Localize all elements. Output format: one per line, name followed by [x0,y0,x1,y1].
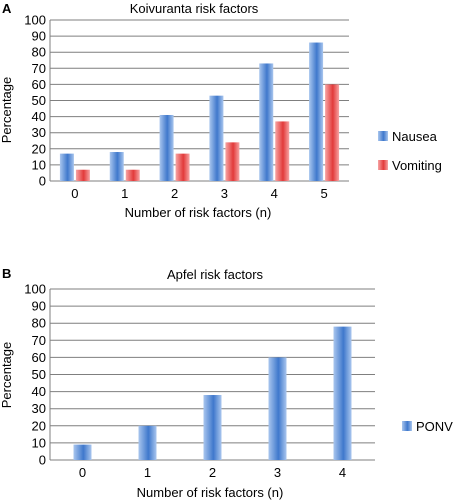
panel-a-x-axis-label: Number of risk factors (n) [125,205,272,220]
panel-a-y-tick-label: 40 [32,109,46,124]
panel-a-legend-swatch-vomiting [378,160,388,170]
panel-a-legend-label-vomiting: Vomiting [392,158,442,173]
panel-a-bar-vomiting-3 [225,142,240,181]
panel-a-y-tick-label: 0 [39,174,46,189]
panel-b-x-tick-label: 4 [339,465,346,480]
panel-b-bar-ponv-4 [333,326,352,460]
panel-a-legend-label-nausea: Nausea [392,129,438,144]
panel-b: B Apfel risk factors Percentage Number o… [0,266,453,500]
panel-a-bar-nausea-1 [109,152,124,181]
panel-a-bar-vomiting-5 [325,84,340,181]
panel-a-y-tick-label: 70 [32,61,46,76]
panel-b-y-tick-label: 100 [24,282,46,297]
panel-b-bar-ponv-1 [138,425,157,460]
panel-a-y-tick-label: 20 [32,141,46,156]
panel-a-bar-vomiting-4 [275,121,290,181]
panel-a-y-tick-label: 50 [32,93,46,108]
panel-a-x-tick-label: 2 [171,186,178,201]
panel-b-plot-area: 0 10 20 30 40 50 60 70 80 90 100 0 1 2 3 4 PONV [24,282,453,481]
panel-a-letter: A [2,1,12,16]
panel-a-bar-vomiting-0 [75,169,90,181]
panel-b-bar-ponv-2 [203,395,222,460]
panel-b-y-tick-label: 50 [32,367,46,382]
panel-b-y-tick-label: 80 [32,316,46,331]
panel-a-y-tick-label: 30 [32,125,46,140]
panel-a-x-tick-label: 5 [320,186,327,201]
panel-b-x-axis-label: Number of risk factors (n) [137,485,284,500]
panel-a-bar-nausea-4 [259,63,274,181]
panel-a-y-tick-label: 100 [24,13,46,28]
panel-a-bar-vomiting-1 [125,169,140,181]
panel-b-y-tick-label: 70 [32,333,46,348]
panel-b-y-tick-label: 90 [32,299,46,314]
panel-a-y-tick-label: 10 [32,157,46,172]
panel-b-legend-swatch-ponv [402,421,412,431]
panel-b-x-tick-label: 2 [209,465,216,480]
panel-b-letter: B [2,266,11,281]
panel-b-bar-ponv-0 [73,444,92,460]
panel-a-bar-nausea-5 [309,42,324,181]
panel-b-y-tick-label: 30 [32,401,46,416]
panel-b-y-tick-label: 0 [39,453,46,468]
panel-a-y-axis-label: Percentage [0,77,14,144]
panel-a-x-tick-label: 0 [71,186,78,201]
panel-b-bar-ponv-3 [268,357,287,460]
panel-a-bar-nausea-3 [209,95,224,181]
panel-b-y-tick-label: 10 [32,435,46,450]
panel-b-legend-label-ponv: PONV [416,419,453,434]
panel-a-legend-swatch-nausea [378,131,388,141]
panel-b-x-tick-label: 0 [79,465,86,480]
panel-b-title: Apfel risk factors [167,267,264,282]
panel-a-bar-nausea-0 [59,153,74,181]
panel-b-y-tick-label: 40 [32,384,46,399]
panel-b-x-tick-label: 3 [274,465,281,480]
panel-a: A Koivuranta risk factors Percentage Num… [0,1,442,220]
panel-a-title: Koivuranta risk factors [130,1,259,16]
panel-a-y-tick-label: 80 [32,45,46,60]
panel-b-y-tick-label: 60 [32,350,46,365]
panel-a-y-tick-label: 60 [32,77,46,92]
panel-a-x-tick-label: 3 [221,186,228,201]
panel-b-x-tick-label: 1 [144,465,151,480]
panel-a-x-tick-label: 1 [121,186,128,201]
panel-a-bar-vomiting-2 [175,153,190,181]
panel-b-y-axis-label: Percentage [0,342,14,409]
panel-b-y-tick-label: 20 [32,418,46,433]
panel-a-y-tick-label: 90 [32,29,46,44]
panel-a-x-tick-label: 4 [271,186,278,201]
panel-a-bar-nausea-2 [159,114,174,181]
